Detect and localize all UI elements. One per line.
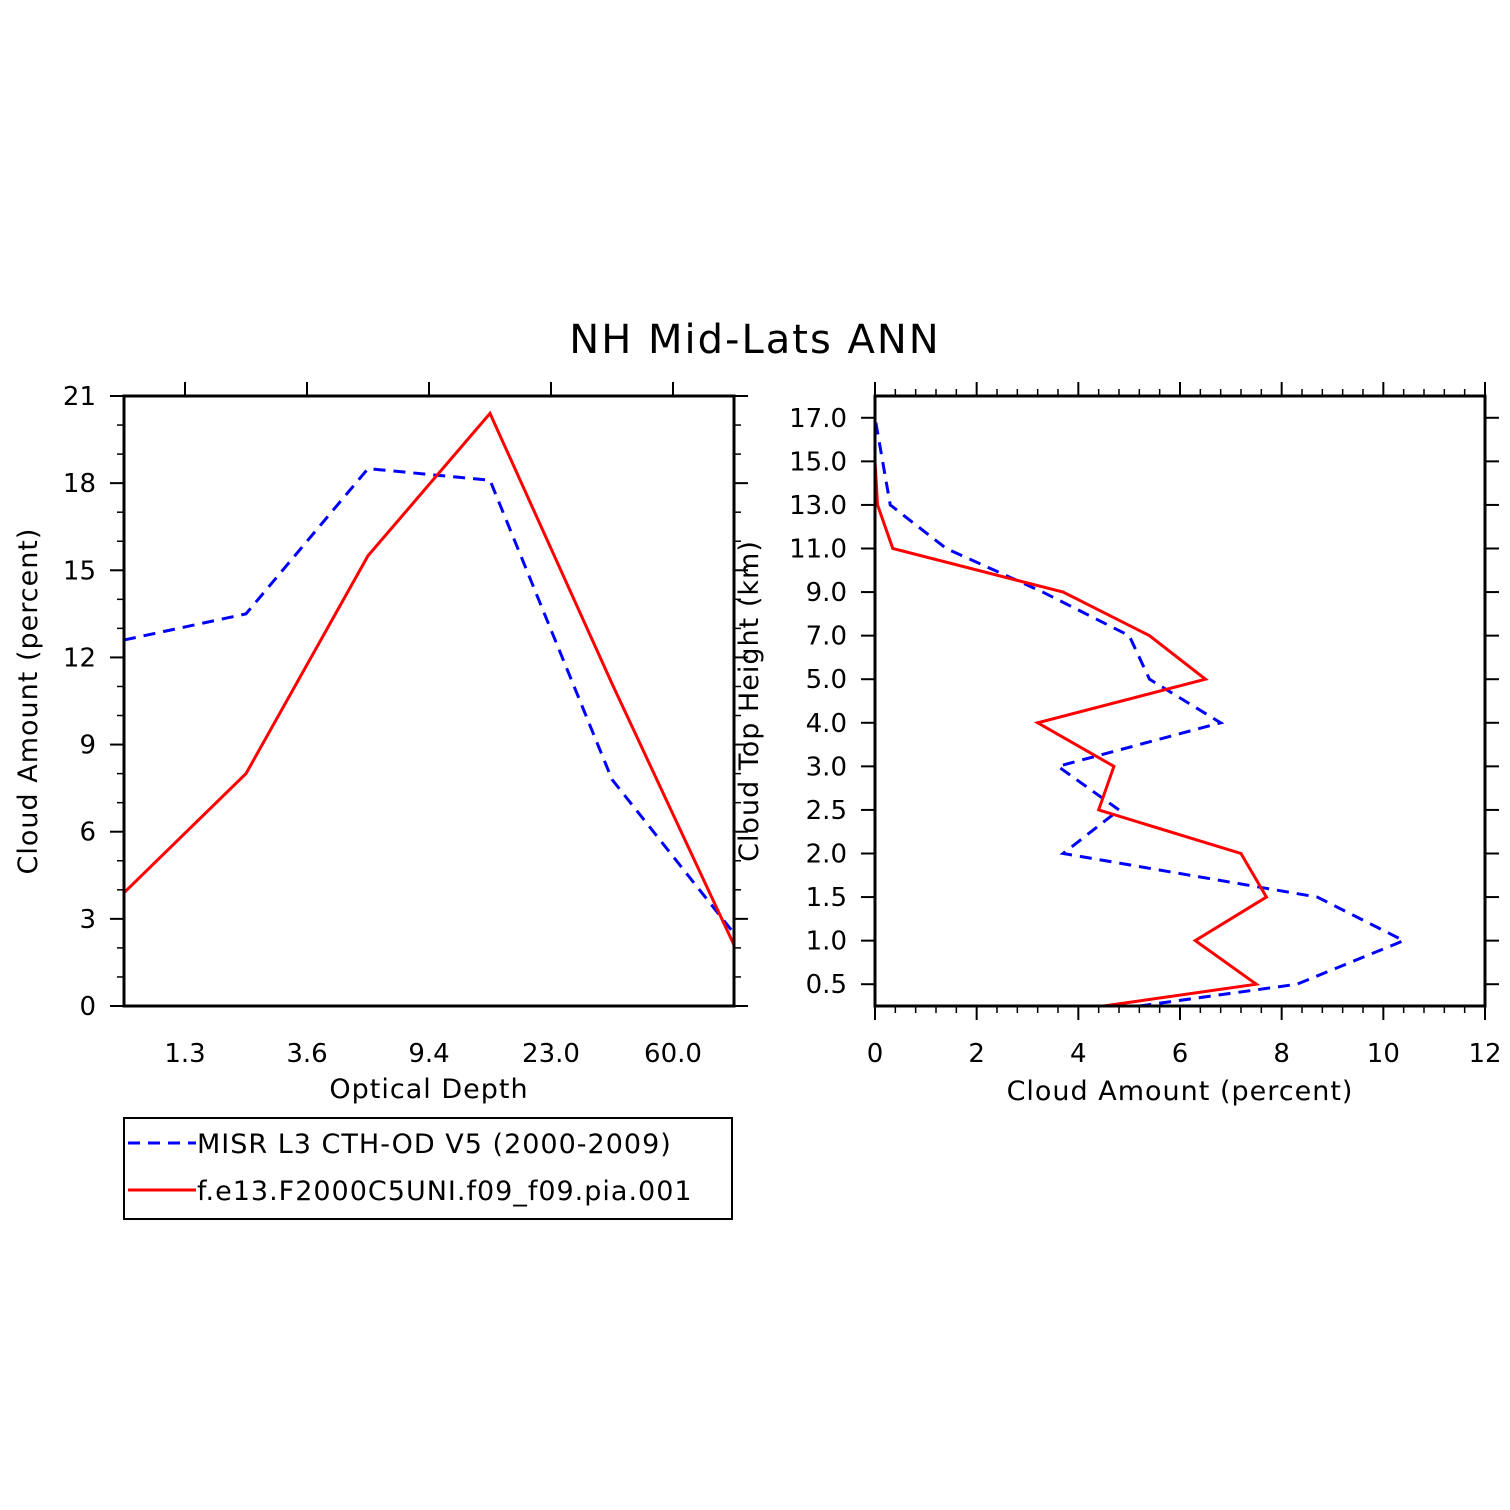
right-panel: 0.5 1.0 1.5 2.0 2.5 3.0 4.0 5.0 7.0 9.0 11.0 13.0 15… xyxy=(734,382,1502,1107)
right-y-tick-label: 1.0 xyxy=(806,927,847,957)
left-x-axis-label: Optical Depth xyxy=(329,1074,528,1105)
left-x-tick-label: 60.0 xyxy=(644,1039,702,1069)
left-y-tick-label: 3 xyxy=(79,905,96,935)
right-plot-frame xyxy=(873,394,1487,1008)
right-y-tick-label: 2.5 xyxy=(806,796,847,826)
left-plot-frame xyxy=(122,394,736,1008)
left-y-axis-label: Cloud Amount (percent) xyxy=(13,528,44,875)
right-y-tick-label: 1.5 xyxy=(806,883,847,913)
left-x-tick-label: 9.4 xyxy=(408,1039,449,1069)
left-y-tick-label: 9 xyxy=(79,731,96,761)
left-series-model xyxy=(122,410,736,946)
right-series-model xyxy=(873,417,1269,1008)
right-series-obs xyxy=(873,417,1408,1008)
right-y-tick-label: 13.0 xyxy=(789,491,847,521)
right-x-tick-label: 2 xyxy=(968,1039,985,1069)
right-x-tick-label: 0 xyxy=(867,1039,884,1069)
left-series-obs xyxy=(123,467,736,935)
right-y-tick-label: 17.0 xyxy=(789,404,847,434)
right-y-tick-label: 2.0 xyxy=(806,840,847,870)
left-y-tick-label: 21 xyxy=(63,382,96,412)
legend-label-obs: MISR L3 CTH-OD V5 (2000-2009) xyxy=(197,1129,672,1160)
left-x-tick-label: 23.0 xyxy=(522,1039,580,1069)
right-y-tick-label: 7.0 xyxy=(806,622,847,652)
right-y-tick-label: 3.0 xyxy=(806,752,847,782)
left-ticks: 0 3 6 9 12 15 18 21 1.3 3.6 9.4 23.0 60.0 xyxy=(63,382,748,1069)
right-x-tick-label: 4 xyxy=(1070,1039,1087,1069)
legend-box xyxy=(123,1117,733,1220)
right-y-tick-label: 0.5 xyxy=(806,970,847,1000)
legend: MISR L3 CTH-OD V5 (2000-2009) f.e13.F200… xyxy=(123,1117,733,1220)
right-y-tick-label: 15.0 xyxy=(789,447,847,477)
left-y-tick-label: 18 xyxy=(63,469,96,499)
right-x-tick-label: 8 xyxy=(1273,1039,1290,1069)
right-ticks: 0.5 1.0 1.5 2.0 2.5 3.0 4.0 5.0 7.0 9.0 11.0 13.0 15… xyxy=(789,382,1502,1069)
left-y-tick-label: 15 xyxy=(63,556,96,586)
figure-title: NH Mid-Lats ANN xyxy=(569,317,940,363)
right-x-tick-label: 6 xyxy=(1172,1039,1189,1069)
right-y-tick-label: 4.0 xyxy=(806,709,847,739)
right-x-axis-label: Cloud Amount (percent) xyxy=(1007,1076,1354,1107)
left-x-tick-label: 3.6 xyxy=(286,1039,327,1069)
right-y-axis-label: Cloud Top Height (km) xyxy=(734,540,765,862)
right-series-layer xyxy=(873,417,1408,1008)
left-y-tick-label: 6 xyxy=(79,818,96,848)
right-x-tick-label: 12 xyxy=(1468,1039,1501,1069)
left-series-layer xyxy=(122,410,736,946)
legend-label-model: f.e13.F2000C5UNI.f09_f09.pia.001 xyxy=(197,1176,693,1207)
right-y-tick-label: 11.0 xyxy=(789,535,847,565)
right-y-tick-label: 9.0 xyxy=(806,578,847,608)
left-x-tick-label: 1.3 xyxy=(164,1039,205,1069)
right-x-tick-label: 10 xyxy=(1367,1039,1400,1069)
left-panel: 0 3 6 9 12 15 18 21 1.3 3.6 9.4 23.0 60.0 Optical De… xyxy=(13,382,748,1105)
left-y-tick-label: 0 xyxy=(79,992,96,1022)
left-y-tick-label: 12 xyxy=(63,643,96,673)
right-y-tick-label: 5.0 xyxy=(806,665,847,695)
